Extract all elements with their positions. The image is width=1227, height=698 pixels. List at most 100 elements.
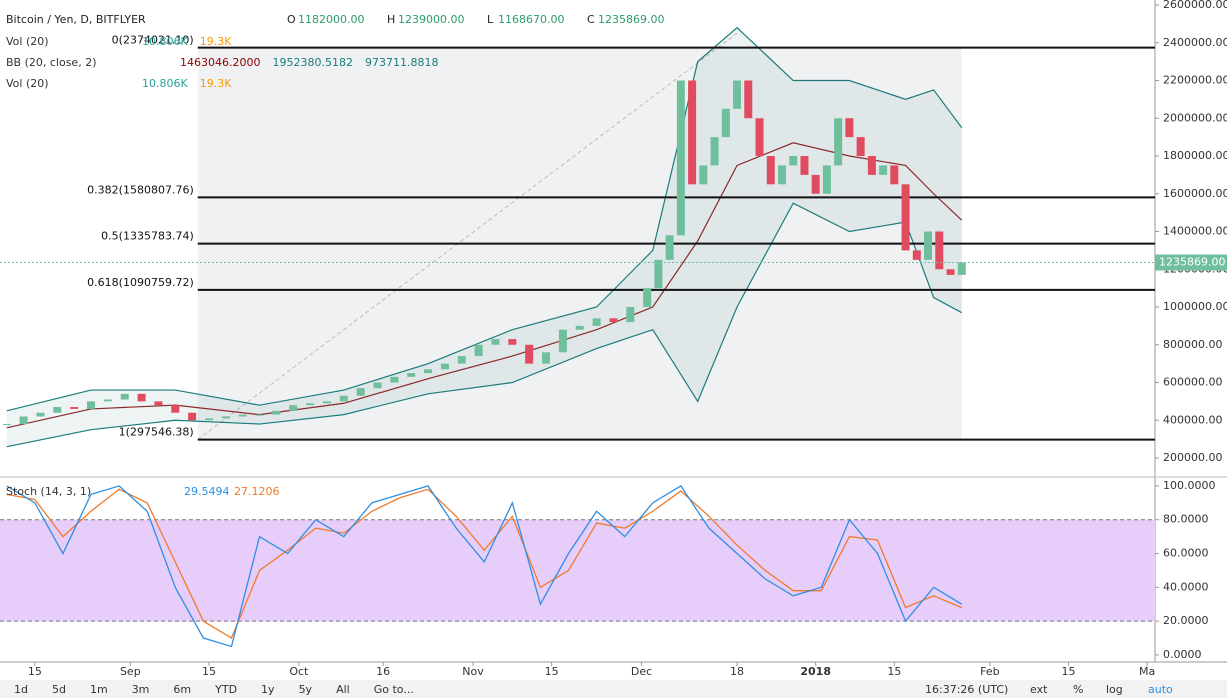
y-tick-label: 600000.00 [1163,376,1223,389]
y-tick-label: 2200000.00 [1163,74,1227,87]
candle [800,156,809,175]
candle [879,165,888,175]
toolbar-right[interactable]: ext [1030,683,1048,696]
candle [789,156,798,166]
candle [777,165,786,185]
x-tick-label: 15 [202,665,216,678]
candle [890,165,899,185]
title: Bitcoin / Yen, D, BITFLYER [6,13,146,26]
candle [609,318,618,323]
x-tick-label: Dec [631,665,652,678]
x-tick-label: 16 [376,665,390,678]
toolbar-button[interactable]: 1y [261,683,275,696]
ohlc-key: O [287,13,296,26]
stoch-tick-label: 100.0000 [1163,479,1216,492]
candle [688,80,697,185]
candle [699,165,708,185]
candle [744,80,753,119]
stoch-tick-label: 60.0000 [1163,547,1209,560]
candle [710,137,719,166]
fib-label: 0(2374021.10) [112,34,194,47]
clock: 16:37:26 (UTC) [925,683,1008,696]
candle [491,339,500,345]
candle [508,339,517,345]
candle [204,418,213,421]
candle [137,393,146,402]
x-tick-label: 15 [545,665,559,678]
candle [53,407,62,413]
candle [339,395,348,402]
candle [188,412,197,421]
toolbar-button[interactable]: All [336,683,350,696]
y-tick-label: 2400000.00 [1163,36,1227,49]
toolbar-button[interactable]: YTD [214,683,237,696]
y-tick-label: 2000000.00 [1163,111,1227,124]
candle [733,80,742,109]
y-tick-label: 400000.00 [1163,413,1223,426]
candle [19,416,28,425]
fib-label: 0.382(1580807.76) [87,183,194,196]
candle [542,352,551,364]
stoch-k: 29.5494 [184,485,230,498]
toolbar-button[interactable]: 5y [299,683,313,696]
ohlc-value: 1239000.00 [398,13,464,26]
indicator-name: Vol (20) [6,35,49,48]
y-tick-label: 200000.00 [1163,451,1223,464]
candle [912,250,921,260]
stoch-name: Stoch (14, 3, 1) [6,485,91,498]
y-tick-label: 2600000.00 [1163,0,1227,11]
candle [856,137,865,157]
candle [440,363,449,370]
stoch-tick-label: 20.0000 [1163,614,1209,627]
x-tick-label: 15 [1061,665,1075,678]
indicator-value: 1952380.5182 [272,56,352,69]
toolbar-right[interactable]: auto [1148,683,1173,696]
candle [721,108,730,138]
stoch-d: 27.1206 [234,485,280,498]
bb-lower [6,202,963,448]
candle [87,401,96,409]
ohlc-key: H [387,13,395,26]
toolbar-button[interactable]: 3m [132,683,150,696]
ohlc-value: 1168670.00 [498,13,564,26]
ohlc-value: 1235869.00 [598,13,664,26]
candle [946,269,955,275]
toolbar-right[interactable]: % [1073,683,1083,696]
candle [238,414,247,417]
fib-label: 1(297546.38) [119,426,194,439]
y-tick-label: 1600000.00 [1163,187,1227,200]
toolbar-right[interactable]: log [1106,683,1123,696]
candle [867,156,876,175]
candle [924,231,933,260]
stoch-tick-label: 80.0000 [1163,513,1209,526]
candle [272,410,281,415]
candle [575,325,584,330]
toolbar-button[interactable]: 5d [52,683,66,696]
candle [474,344,483,357]
candle [811,174,820,194]
candle [665,235,674,260]
candle [373,382,382,389]
x-tick-label: Sep [120,665,141,678]
stoch-d [6,488,963,639]
candle [626,307,635,323]
candle [558,329,567,353]
x-tick-label: 2018 [800,665,831,678]
y-tick-label: 1800000.00 [1163,149,1227,162]
indicator-value: 10.806K [142,35,188,48]
candle [592,318,601,326]
toolbar-button[interactable]: 1m [90,683,108,696]
bb-mid [6,142,963,429]
toolbar-button[interactable]: 1d [14,683,28,696]
candle [525,344,534,364]
candle [36,412,45,417]
candle [457,356,466,364]
candle [70,407,79,409]
toolbar-button[interactable]: 6m [173,683,191,696]
candle [766,156,775,185]
candle [654,259,663,289]
candle [901,184,910,251]
indicator-value: 19.3K [200,35,232,48]
toolbar-button[interactable]: Go to... [374,683,414,696]
